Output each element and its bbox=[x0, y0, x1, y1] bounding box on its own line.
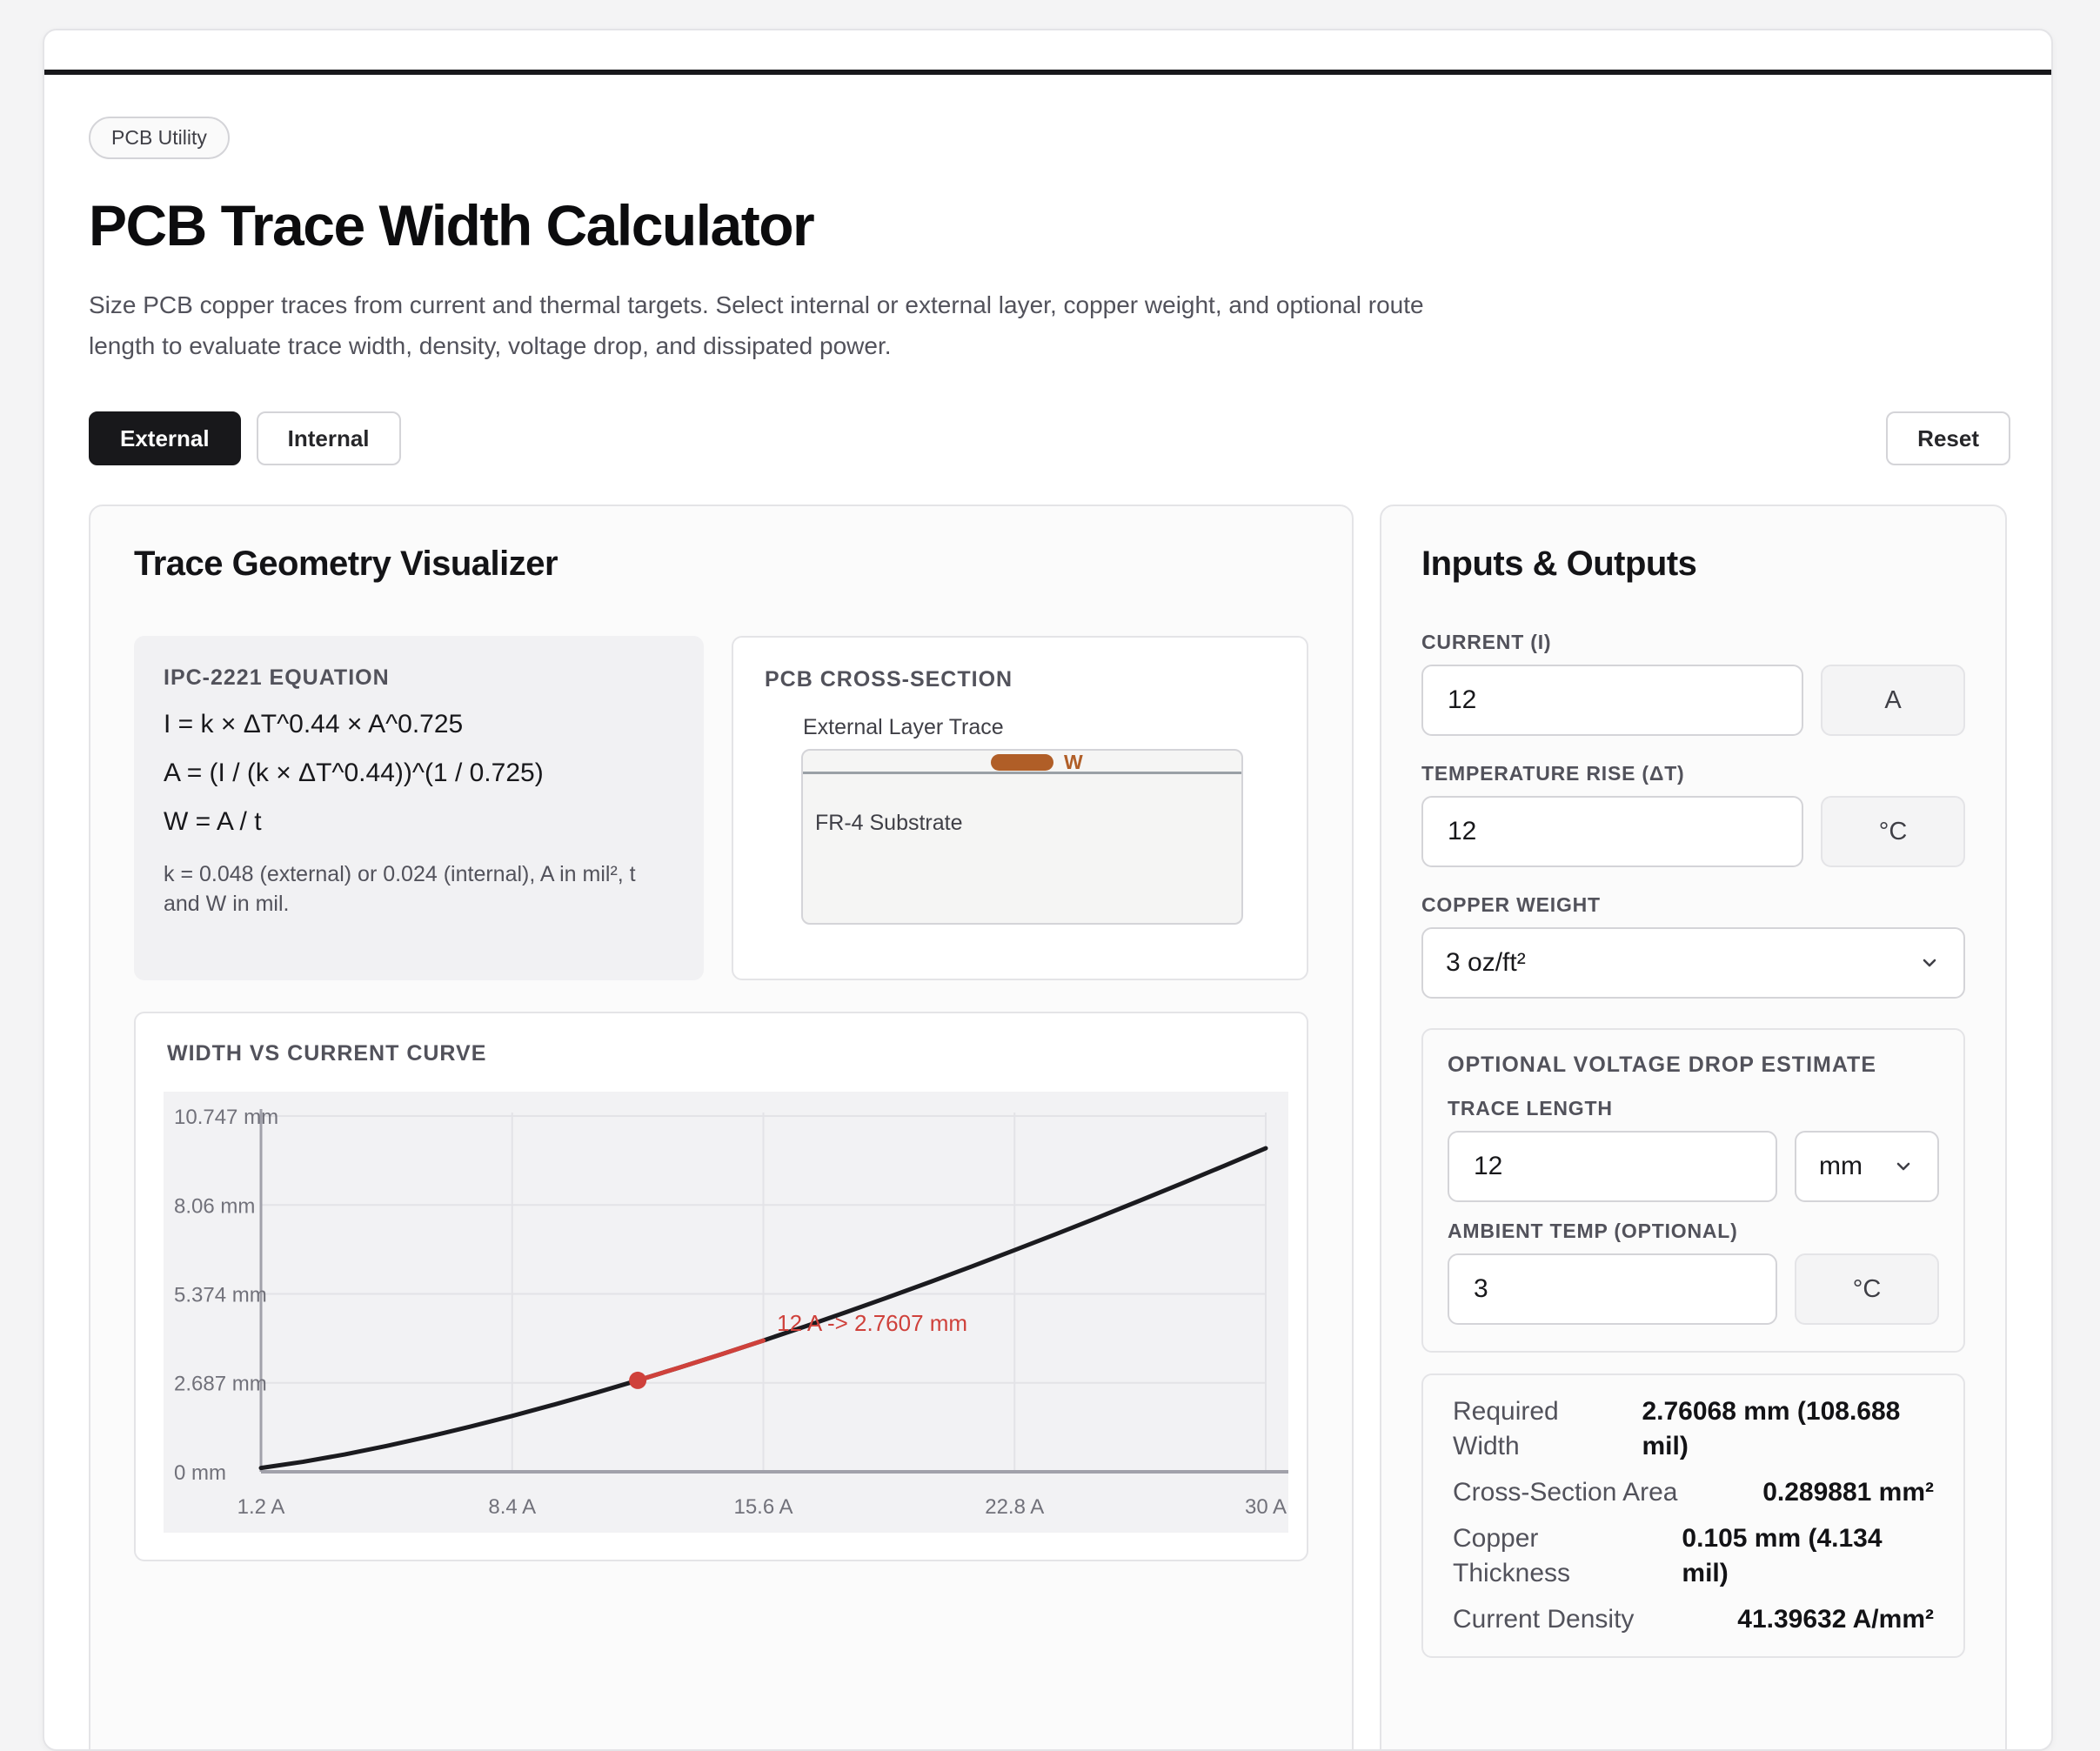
substrate-label: FR-4 Substrate bbox=[815, 811, 963, 835]
page-title: PCB Trace Width Calculator bbox=[89, 193, 815, 257]
visualizer-top-row: IPC-2221 EQUATION I = k × ΔT^0.44 × A^0.… bbox=[134, 636, 1308, 980]
visualizer-heading: Trace Geometry Visualizer bbox=[134, 545, 558, 583]
copper-layer-strip: W bbox=[803, 751, 1241, 774]
width-vs-current-chart-panel: WIDTH VS CURRENT CURVE 12 A -> 2.7607 mm… bbox=[134, 1012, 1308, 1561]
layer-toolbar: External Internal Reset bbox=[89, 411, 2010, 465]
result-value: 2.76068 mm (108.688 mil) bbox=[1642, 1397, 1901, 1460]
cross-section-heading: PCB CROSS-SECTION bbox=[765, 667, 1013, 692]
pcb-cross-section-diagram: W FR-4 Substrate bbox=[801, 749, 1243, 925]
main-columns: Trace Geometry Visualizer IPC-2221 EQUAT… bbox=[89, 505, 2007, 1749]
top-accent-bar bbox=[44, 70, 2051, 75]
svg-text:8.06 mm: 8.06 mm bbox=[174, 1194, 255, 1218]
temp-rise-unit-box: °C bbox=[1821, 796, 1965, 867]
pcb-utility-badge: PCB Utility bbox=[89, 117, 230, 159]
svg-text:0 mm: 0 mm bbox=[174, 1461, 226, 1485]
equation-lines: I = k × ΔT^0.44 × A^0.725 A = (I / (k × Δ… bbox=[164, 710, 674, 837]
chevron-down-icon bbox=[1896, 1162, 1910, 1171]
ipc-equation-heading: IPC-2221 EQUATION bbox=[164, 665, 390, 690]
result-value: 0.289881 mm² bbox=[1762, 1478, 1934, 1507]
result-row: Copper Thickness 0.105 mm (4.134 mil) bbox=[1453, 1521, 1934, 1591]
card-top-strip bbox=[44, 30, 2051, 70]
temp-rise-field-row: °C bbox=[1421, 796, 1965, 867]
trace-length-input[interactable] bbox=[1448, 1131, 1777, 1202]
current-field-row: A bbox=[1421, 665, 1965, 736]
svg-text:5.374 mm: 5.374 mm bbox=[174, 1283, 267, 1307]
trace-geometry-visualizer-card: Trace Geometry Visualizer IPC-2221 EQUAT… bbox=[89, 505, 1354, 1749]
chart-plot-area: 12 A -> 2.7607 mm 0 mm 2.687 mm 5.374 mm 8.0… bbox=[164, 1092, 1288, 1533]
results-box: Required Width 2.76068 mm (108.688 mil) Cr… bbox=[1421, 1373, 1965, 1658]
equation-line: W = A / t bbox=[164, 807, 262, 836]
ambient-temp-label: AMBIENT TEMP (OPTIONAL) bbox=[1448, 1220, 1738, 1242]
result-label: Copper Thickness bbox=[1453, 1524, 1571, 1587]
svg-text:2.687 mm: 2.687 mm bbox=[174, 1373, 267, 1396]
svg-text:30 A: 30 A bbox=[1245, 1495, 1287, 1519]
ambient-temp-unit-box: °C bbox=[1795, 1253, 1939, 1325]
layer-trace-label: External Layer Trace bbox=[803, 715, 1004, 739]
equation-line: A = (I / (k × ΔT^0.44))^(1 / 0.725) bbox=[164, 759, 544, 787]
svg-text:22.8 A: 22.8 A bbox=[985, 1495, 1044, 1519]
equation-line: I = k × ΔT^0.44 × A^0.725 bbox=[164, 710, 464, 738]
current-input[interactable] bbox=[1421, 665, 1803, 736]
result-label: Cross-Section Area bbox=[1453, 1478, 1678, 1507]
optional-voltage-drop-box: OPTIONAL VOLTAGE DROP ESTIMATE TRACE LEN… bbox=[1421, 1028, 1965, 1353]
chevron-down-icon bbox=[1923, 959, 1936, 967]
trace-length-field-row: mm bbox=[1448, 1131, 1939, 1202]
result-value: 41.39632 A/mm² bbox=[1737, 1605, 1934, 1634]
result-label: Required Width bbox=[1453, 1397, 1559, 1460]
ambient-temp-input[interactable] bbox=[1448, 1253, 1777, 1325]
current-unit-box: A bbox=[1821, 665, 1965, 736]
temp-rise-label: TEMPERATURE RISE (ΔT) bbox=[1421, 762, 1685, 785]
trace-length-unit-select[interactable]: mm bbox=[1795, 1131, 1939, 1202]
internal-layer-button[interactable]: Internal bbox=[256, 411, 401, 465]
optional-heading: OPTIONAL VOLTAGE DROP ESTIMATE bbox=[1448, 1053, 1876, 1077]
temp-rise-input[interactable] bbox=[1421, 796, 1803, 867]
ipc-equation-panel: IPC-2221 EQUATION I = k × ΔT^0.44 × A^0.… bbox=[134, 636, 704, 980]
main-card: PCB Utility PCB Trace Width Calculator S… bbox=[43, 29, 2053, 1751]
result-row: Required Width 2.76068 mm (108.688 mil) bbox=[1453, 1394, 1934, 1464]
ambient-temp-field-row: °C bbox=[1448, 1253, 1939, 1325]
trace-width-label: W bbox=[1064, 751, 1083, 773]
svg-text:15.6 A: 15.6 A bbox=[733, 1495, 793, 1519]
svg-text:12 A -> 2.7607 mm: 12 A -> 2.7607 mm bbox=[777, 1310, 967, 1336]
result-row: Current Density 41.39632 A/mm² bbox=[1453, 1602, 1934, 1637]
inputs-outputs-card: Inputs & Outputs CURRENT (I) A TEMPERATU… bbox=[1380, 505, 2007, 1749]
svg-text:1.2 A: 1.2 A bbox=[237, 1495, 285, 1519]
result-label: Current Density bbox=[1453, 1605, 1635, 1634]
svg-text:8.4 A: 8.4 A bbox=[488, 1495, 536, 1519]
copper-weight-value: 3 oz/ft² bbox=[1446, 948, 1526, 977]
reset-button[interactable]: Reset bbox=[1886, 411, 2010, 465]
equation-note: k = 0.048 (external) or 0.024 (internal)… bbox=[164, 862, 636, 916]
copper-weight-label: COPPER WEIGHT bbox=[1421, 893, 1601, 916]
trace-length-label: TRACE LENGTH bbox=[1448, 1097, 1613, 1119]
page-description: Size PCB copper traces from current and … bbox=[89, 291, 1424, 359]
copper-weight-select[interactable]: 3 oz/ft² bbox=[1421, 927, 1965, 999]
result-row: Cross-Section Area 0.289881 mm² bbox=[1453, 1475, 1934, 1510]
result-value: 0.105 mm (4.134 mil) bbox=[1682, 1524, 1883, 1587]
io-heading: Inputs & Outputs bbox=[1421, 545, 1697, 583]
svg-text:10.747 mm: 10.747 mm bbox=[174, 1106, 278, 1129]
pcb-cross-section-panel: PCB CROSS-SECTION External Layer Trace W… bbox=[732, 636, 1308, 980]
trace-length-unit-value: mm bbox=[1819, 1152, 1863, 1180]
external-layer-button[interactable]: External bbox=[89, 411, 241, 465]
current-label: CURRENT (I) bbox=[1421, 631, 1552, 653]
page-content: PCB Utility PCB Trace Width Calculator S… bbox=[44, 75, 2051, 1749]
copper-trace-shape bbox=[991, 754, 1053, 771]
chart-heading: WIDTH VS CURRENT CURVE bbox=[167, 1041, 487, 1066]
width-current-chart-svg: 12 A -> 2.7607 mm 0 mm 2.687 mm 5.374 mm 8.0… bbox=[174, 1106, 1288, 1519]
